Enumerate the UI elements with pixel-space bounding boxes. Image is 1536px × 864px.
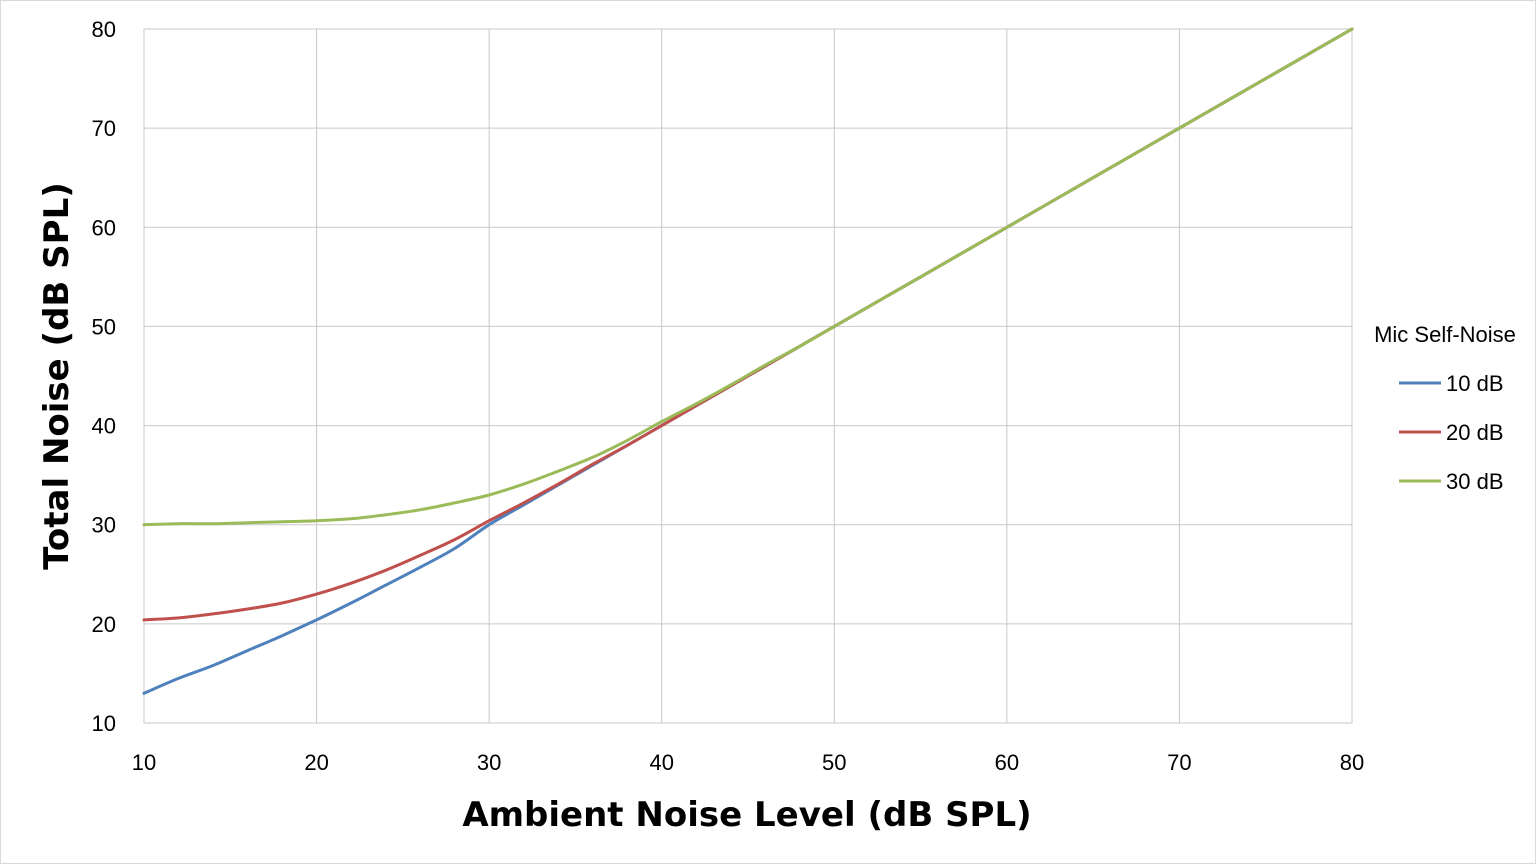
y-axis-ticks: 10 20 30 40 50 60 70 80 [92, 17, 116, 736]
y-tick-label: 30 [92, 513, 116, 538]
y-tick-label: 70 [92, 116, 116, 141]
series-line-30-db [142, 27, 1354, 527]
x-tick-label: 10 [132, 750, 156, 775]
y-tick-label: 60 [92, 215, 116, 240]
y-tick-label: 80 [92, 17, 116, 42]
y-tick-label: 20 [92, 612, 116, 637]
legend-title: Mic Self-Noise [1374, 322, 1516, 347]
x-axis-ticks: 10 20 30 40 50 60 70 80 [132, 750, 1364, 775]
x-tick-label: 30 [477, 750, 501, 775]
x-tick-label: 40 [649, 750, 673, 775]
x-tick-label: 20 [304, 750, 328, 775]
x-tick-label: 60 [995, 750, 1019, 775]
y-tick-label: 50 [92, 314, 116, 339]
x-tick-label: 50 [822, 750, 846, 775]
y-tick-label: 10 [92, 711, 116, 736]
x-axis-title: Ambient Noise Level (dB SPL) [462, 795, 1031, 835]
x-tick-label: 70 [1167, 750, 1191, 775]
gridlines [143, 28, 1353, 724]
legend-label: 20 dB [1446, 420, 1504, 445]
y-tick-label: 40 [92, 414, 116, 439]
y-axis-title: Total Noise (dB SPL) [37, 182, 77, 570]
x-tick-label: 80 [1340, 750, 1364, 775]
series-lines [142, 27, 1354, 695]
legend-label: 30 dB [1446, 469, 1504, 494]
legend: Mic Self-Noise 10 dB 20 dB 30 dB [1374, 322, 1516, 494]
legend-label: 10 dB [1446, 371, 1504, 396]
